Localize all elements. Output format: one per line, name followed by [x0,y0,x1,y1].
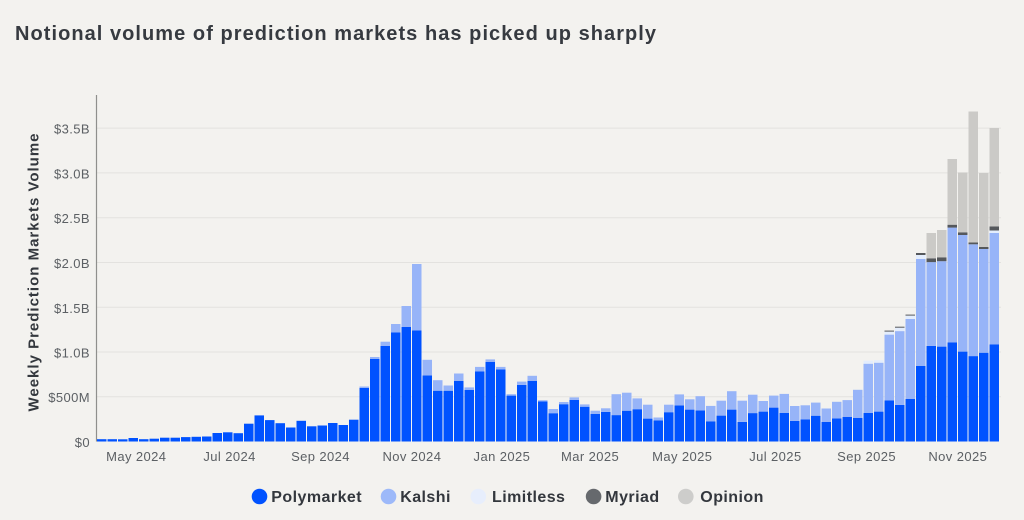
svg-text:$3.5B: $3.5B [54,122,90,137]
svg-text:Jul 2024: Jul 2024 [203,449,255,464]
svg-text:$2.5B: $2.5B [54,211,90,226]
svg-text:Mar 2025: Mar 2025 [561,449,619,464]
svg-text:Nov 2025: Nov 2025 [928,449,987,464]
svg-text:$1.0B: $1.0B [54,346,90,361]
svg-text:Jan 2025: Jan 2025 [474,449,531,464]
svg-text:Sep 2025: Sep 2025 [837,449,896,464]
svg-text:Sep 2024: Sep 2024 [291,449,350,464]
svg-text:Jul 2025: Jul 2025 [749,449,801,464]
svg-text:$3.0B: $3.0B [54,166,90,181]
svg-text:Limitless: Limitless [492,489,565,506]
svg-text:May 2025: May 2025 [652,449,712,464]
svg-text:$2.0B: $2.0B [54,256,90,271]
svg-text:May 2024: May 2024 [106,449,166,464]
svg-text:Notional volume of prediction: Notional volume of prediction markets ha… [15,23,657,45]
svg-text:Myriad: Myriad [605,489,659,506]
svg-text:Kalshi: Kalshi [400,489,451,506]
svg-text:$1.5B: $1.5B [54,301,90,316]
svg-text:Polymarket: Polymarket [271,489,362,506]
svg-text:$500M: $500M [48,390,90,405]
svg-text:$0: $0 [75,435,90,450]
svg-text:Nov 2024: Nov 2024 [382,449,441,464]
svg-text:Opinion: Opinion [700,489,764,506]
svg-text:Weekly Prediction Markets Volu: Weekly Prediction Markets Volume [26,132,43,411]
